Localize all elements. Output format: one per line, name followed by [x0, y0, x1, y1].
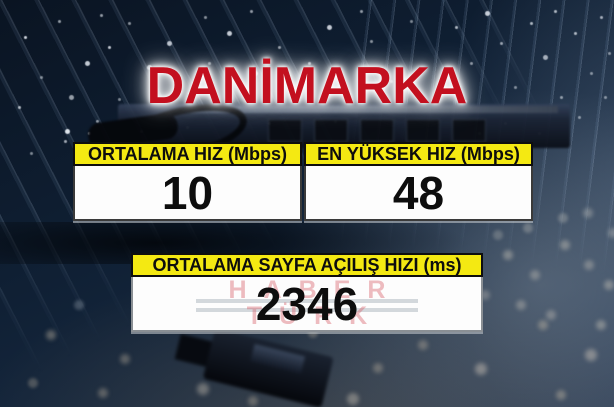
max-speed-column: EN YÜKSEK HIZ (Mbps) 48 — [304, 142, 533, 221]
network-switch-photo — [86, 94, 570, 170]
page-load-value-cell: HABER TÜRK 2346 — [131, 277, 483, 332]
page-load-value: 2346 — [255, 277, 359, 330]
speed-table: ORTALAMA HIZ (Mbps) 10 EN YÜKSEK HIZ (Mb… — [73, 142, 533, 221]
watermark-line-1: HABER — [228, 277, 403, 304]
page-load-table: ORTALAMA SAYFA AÇILIŞ HIZI (ms) HABER TÜ… — [131, 253, 483, 332]
country-title: DANİMARKA — [146, 57, 468, 115]
avg-speed-column: ORTALAMA HIZ (Mbps) 10 — [73, 142, 302, 221]
ethernet-port — [452, 119, 486, 142]
watermark-bar — [195, 299, 419, 303]
watermark-bar — [195, 308, 419, 312]
ethernet-port — [314, 119, 348, 142]
connector-body — [202, 328, 334, 407]
ethernet-port — [406, 119, 440, 142]
haberturk-watermark: HABER TÜRK — [133, 277, 481, 330]
max-speed-header: EN YÜKSEK HIZ (Mbps) — [304, 142, 533, 166]
max-speed-value: 48 — [304, 166, 533, 221]
avg-speed-value: 10 — [73, 166, 302, 221]
bokeh-dots — [0, 0, 6, 6]
ethernet-port — [268, 119, 302, 142]
page-load-header: ORTALAMA SAYFA AÇILIŞ HIZI (ms) — [131, 253, 483, 277]
ethernet-port — [360, 119, 394, 142]
switch-top-edge — [188, 106, 558, 113]
avg-speed-header: ORTALAMA HIZ (Mbps) — [73, 142, 302, 166]
watermark-line-2: TÜRK — [246, 302, 385, 330]
